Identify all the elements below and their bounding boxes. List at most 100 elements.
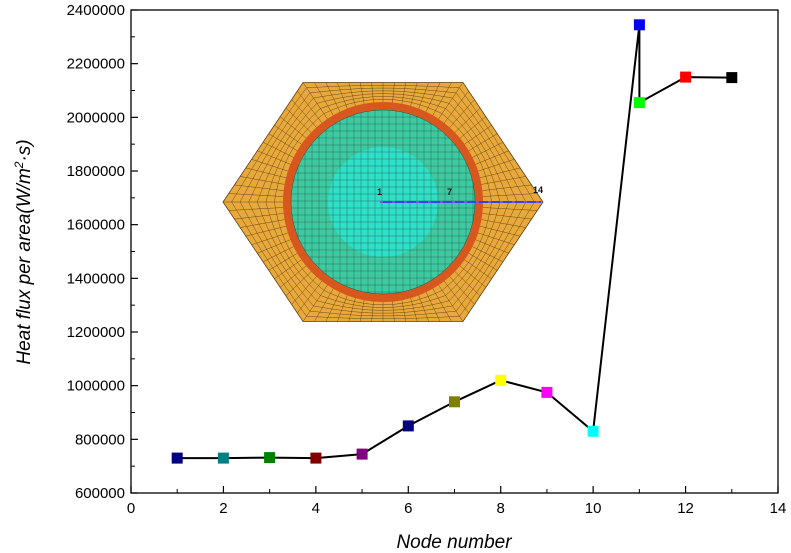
inset-mesh-radial	[464, 259, 492, 279]
inset-mesh-radial	[392, 82, 395, 103]
x-tick-label: 4	[312, 500, 320, 517]
inset-mesh-radial	[228, 193, 284, 197]
inset-mesh-radial	[285, 107, 312, 133]
x-tick-label: 6	[404, 500, 412, 517]
x-tick-label: 14	[770, 500, 787, 517]
inset-mesh-radial	[274, 125, 302, 145]
inset-mesh-radial	[454, 271, 481, 297]
inset-mesh-radial	[240, 176, 285, 185]
inset-mesh-radial	[279, 116, 307, 139]
inset-mesh-radial	[418, 295, 429, 322]
y-tick-label: 800000	[75, 431, 125, 448]
data-point-marker	[310, 452, 322, 464]
y-tick-label: 1400000	[67, 270, 125, 287]
inset-mesh-radial	[464, 125, 492, 145]
x-tick-label: 0	[127, 500, 135, 517]
inset-mesh-radial	[314, 288, 334, 322]
inset-mesh-radial	[371, 82, 374, 103]
inset-mesh-radial	[481, 176, 526, 185]
inset-mesh-radial	[262, 246, 294, 263]
inset-mesh-radial	[410, 298, 418, 322]
series-line	[177, 24, 732, 460]
inset-mesh-radial	[251, 232, 288, 245]
data-point-marker	[495, 374, 507, 386]
inset-mesh-radial	[228, 207, 284, 211]
inset-mesh-radial	[481, 219, 526, 228]
inset-mesh-radial	[401, 82, 407, 104]
inset-mesh-radial	[279, 265, 307, 288]
x-tick-label: 8	[497, 500, 505, 517]
inset-mesh-radial	[432, 288, 452, 322]
y-tick-label: 1200000	[67, 324, 125, 341]
data-point-marker	[541, 386, 553, 398]
inset-mesh-radial	[472, 246, 504, 263]
data-point-marker	[264, 452, 276, 464]
inset-mesh-radial	[410, 82, 418, 106]
inset-mesh-radial	[478, 232, 515, 245]
inset-mesh-radial	[482, 213, 532, 220]
y-axis-title-end: ·s)	[14, 139, 35, 161]
inset-mesh-radial	[337, 82, 348, 109]
inset-mesh-radial	[479, 167, 521, 179]
data-point-marker	[356, 448, 368, 460]
y-tick-label: 1800000	[67, 163, 125, 180]
inset-mesh-radial	[337, 295, 348, 322]
data-point-marker	[726, 72, 738, 84]
inset-mesh-radial	[468, 133, 498, 151]
inset-mesh-radial	[262, 141, 294, 158]
inset-mesh-radial	[401, 300, 407, 322]
inset-mesh-ring	[257, 93, 509, 311]
inset-mesh-radial	[325, 292, 341, 322]
x-tick-label: 10	[585, 500, 602, 517]
inset-mesh-radial	[425, 82, 441, 112]
y-tick-label: 1600000	[67, 217, 125, 234]
inset-mesh-radial	[475, 150, 509, 165]
inset-mesh-radial	[359, 82, 365, 104]
inset-mesh-radial	[454, 107, 481, 133]
inset-mesh-radial	[268, 253, 298, 271]
inset-mesh-radial	[443, 90, 469, 124]
inset-mesh-radial	[449, 99, 475, 128]
inset-mesh-radial	[472, 141, 504, 158]
inset-mesh-radial	[314, 82, 334, 116]
inset-mesh-radial	[459, 116, 487, 139]
inset-mesh-radial	[285, 271, 312, 297]
y-tick-label: 2200000	[67, 56, 125, 73]
data-point-marker	[171, 452, 183, 464]
y-axis-title-sup: 2	[12, 161, 26, 169]
inset-mesh-ring	[274, 98, 492, 306]
inset-node-label: 14	[533, 185, 543, 195]
inset-mesh-radial	[432, 82, 452, 116]
y-tick-label: 1000000	[67, 378, 125, 395]
data-series	[171, 19, 738, 464]
inset-mesh-radial	[348, 298, 356, 322]
inset-mesh-radial	[245, 225, 287, 237]
inset-node-label: 7	[447, 187, 452, 197]
data-point-marker	[449, 396, 460, 408]
data-point-marker	[680, 71, 692, 83]
x-axis: 0 2 4 6 8 10 12 14	[127, 486, 787, 517]
inset-mesh-radial	[257, 150, 291, 165]
y-axis-title: Heat flux per area(W/m2·s)	[12, 139, 35, 364]
inset-mesh-radial	[302, 284, 328, 322]
inset-mesh-radial	[348, 82, 356, 106]
inset-mesh-radial	[482, 207, 538, 211]
inset-mesh-ring	[248, 90, 518, 314]
y-axis-title-unit: (W/m	[14, 168, 35, 213]
inset-mesh-radial	[240, 219, 285, 228]
inset-mesh-radial	[291, 99, 317, 128]
inset-node-label: 1	[377, 187, 382, 197]
x-tick-label: 12	[677, 500, 694, 517]
inset-mesh-radial	[245, 167, 287, 179]
inset-mesh-radial	[425, 292, 441, 322]
mesh-inset: 1 7 14	[222, 82, 544, 322]
inset-mesh-radial	[418, 82, 429, 109]
data-point-marker	[633, 97, 645, 109]
y-axis-title-main: Heat flux per area	[14, 214, 35, 365]
inset-mesh-radial	[359, 300, 365, 322]
inset-mesh-radial	[234, 184, 284, 191]
inset-mesh-radial	[268, 133, 298, 151]
data-point-marker	[402, 420, 414, 432]
inset-mesh-radial	[297, 280, 323, 314]
